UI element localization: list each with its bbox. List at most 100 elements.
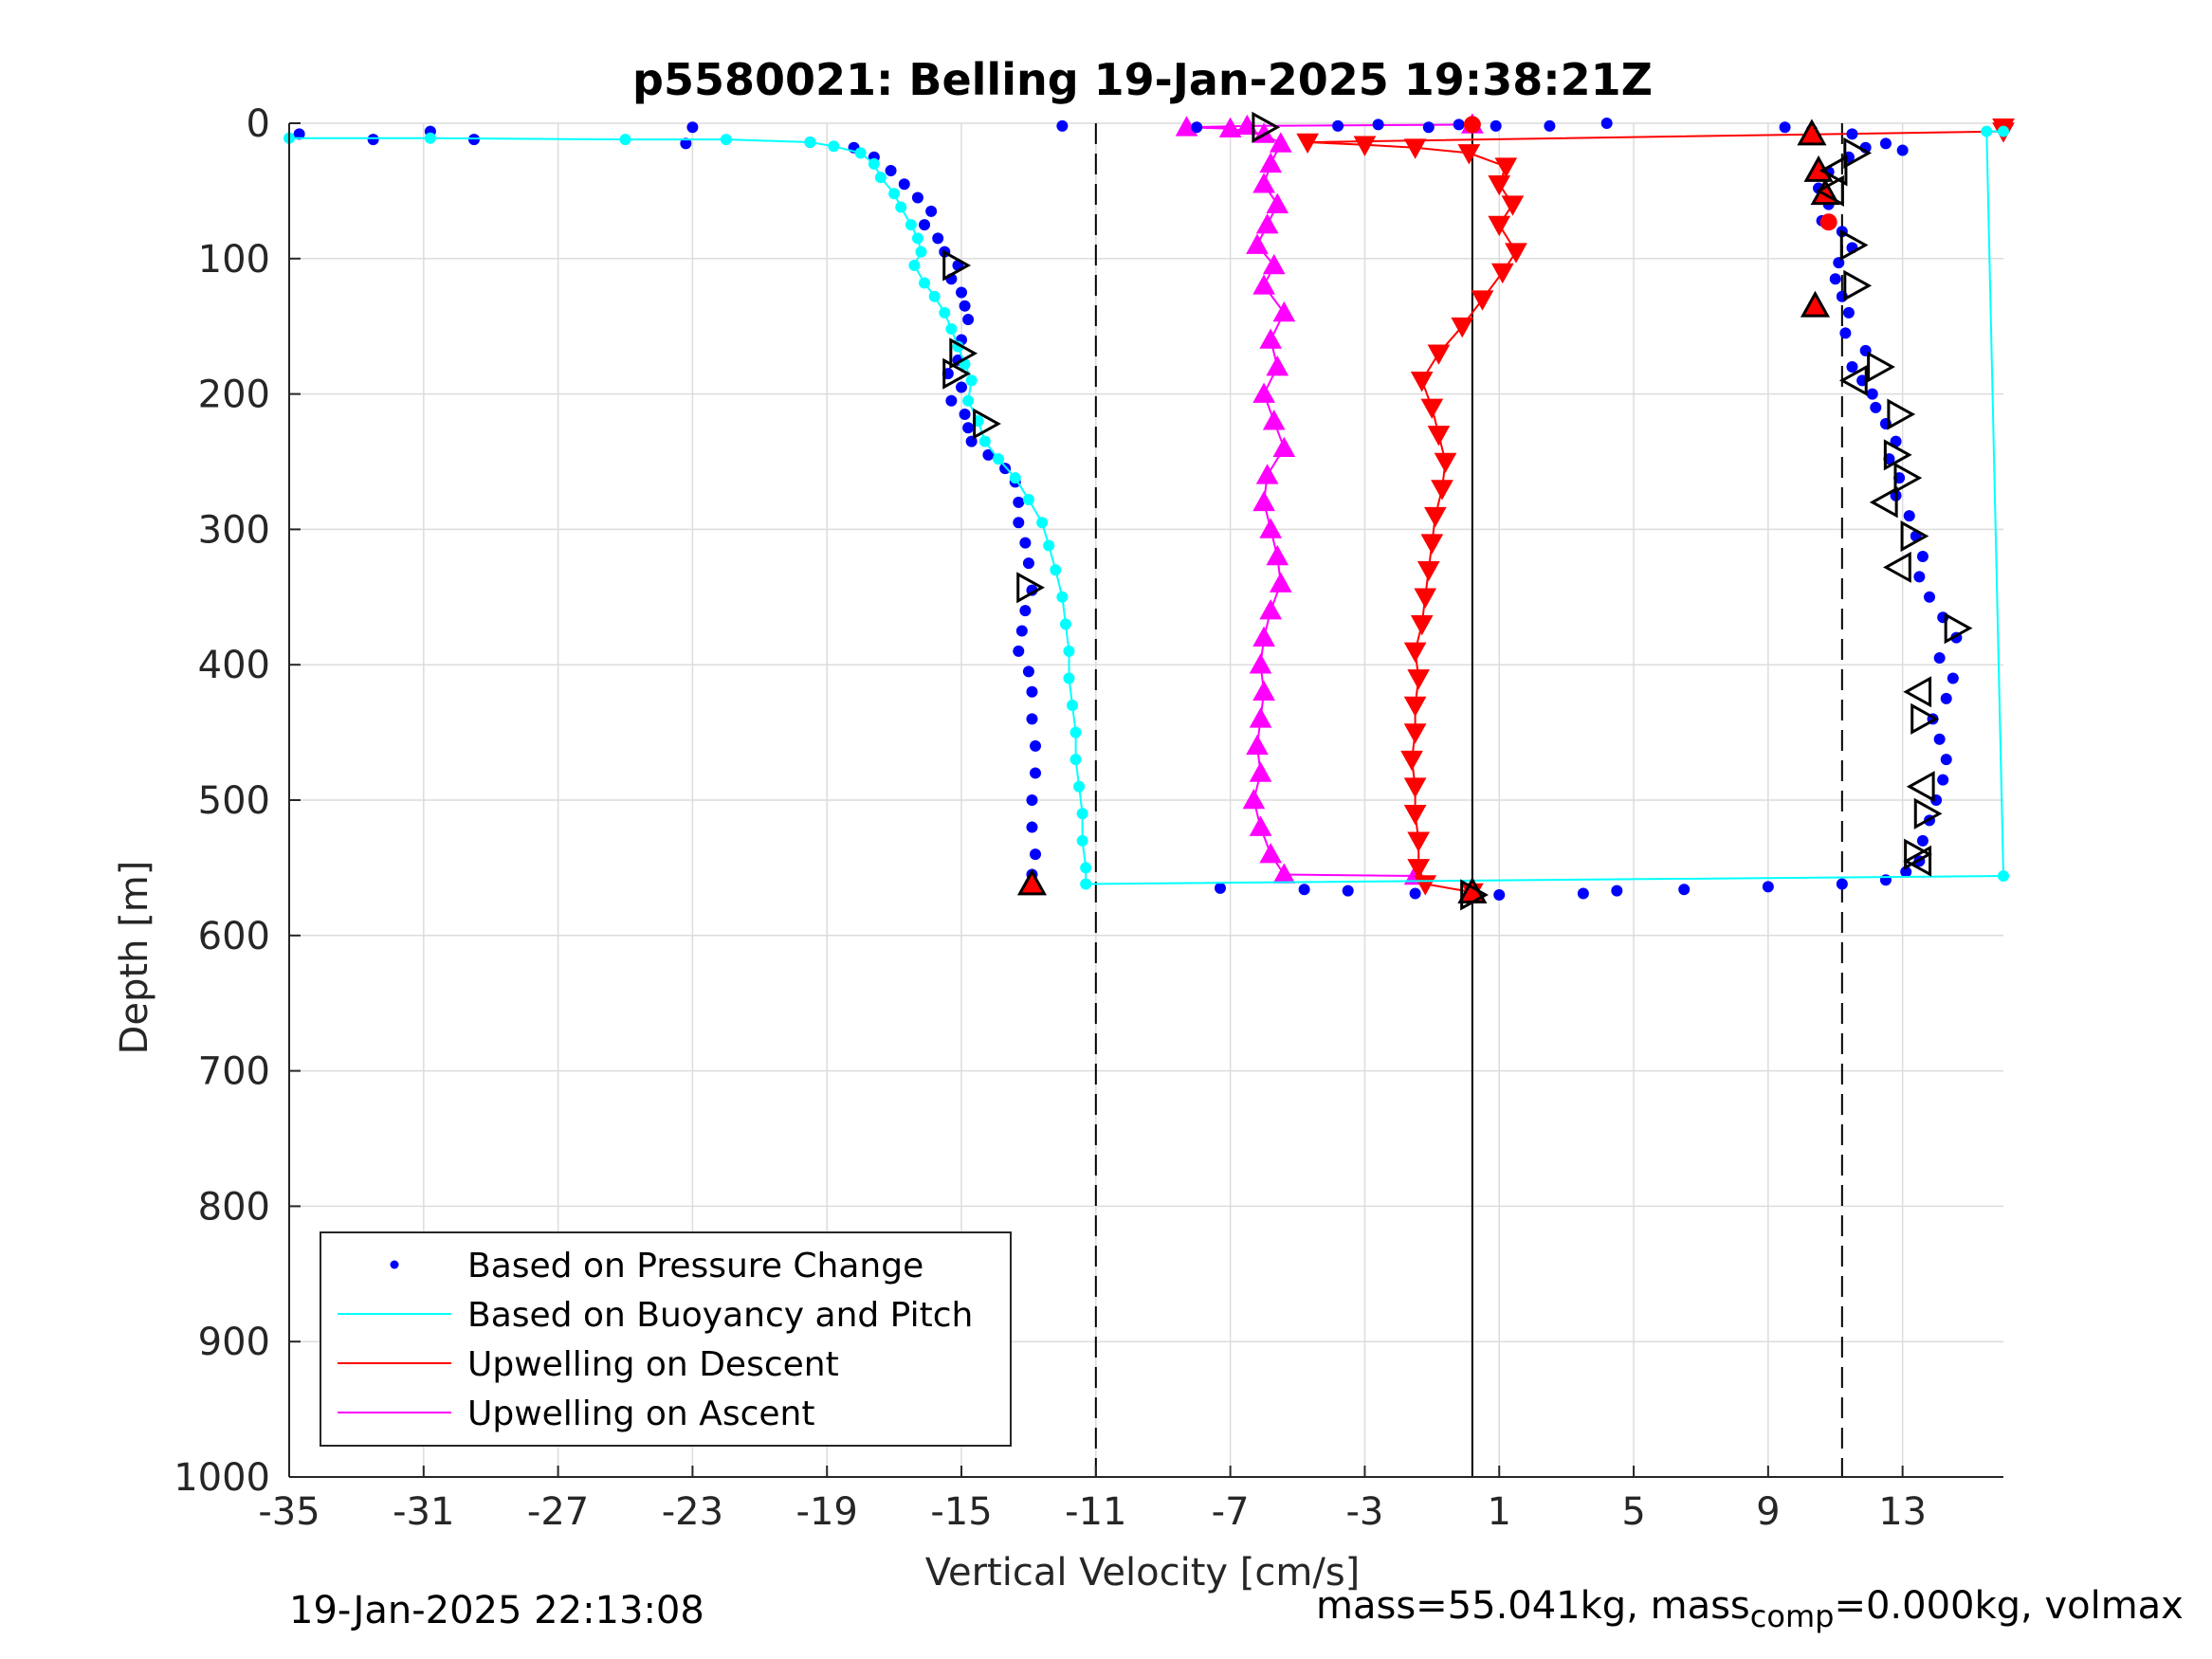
pressure-change-point [1913,571,1926,583]
buoyancy-pitch-point [939,306,951,319]
pressure-change-point [1937,774,1949,786]
buoyancy-pitch-point [1036,517,1049,529]
x-tick-label: 5 [1621,1490,1645,1534]
buoyancy-pitch-point [619,134,631,146]
black-right-marker [1883,439,1912,471]
upwelling-descent-point [1414,588,1437,609]
y-tick-label: 300 [198,508,270,552]
pressure-change-point [1013,645,1025,657]
black-left-marker [1838,364,1868,396]
buoyancy-pitch-point [1080,878,1092,890]
buoyancy-pitch-point [908,259,921,271]
pressure-change-point [1026,821,1038,833]
pressure-change-point [1916,550,1929,562]
upwelling-descent-point [1403,804,1427,826]
black-right-marker [1843,269,1873,301]
pressure-change-point [1026,794,1038,806]
pressure-change-point [1896,144,1909,156]
legend-swatch [390,1260,399,1269]
pressure-change-point [1611,884,1623,897]
black-left-marker [1883,551,1911,583]
buoyancy-pitch-point [928,290,941,302]
pressure-change-point [367,134,379,146]
x-tick-label: 13 [1878,1490,1927,1534]
buoyancy-pitch-point [1059,618,1071,630]
y-tick-label: 700 [198,1050,270,1094]
buoyancy-pitch-point [1998,125,2009,137]
pressure-change-point [1903,510,1915,522]
data-series [283,111,2015,911]
pressure-change-point [1577,887,1589,900]
black-right-marker [1944,612,1973,645]
upwelling-ascent-point [1272,301,1296,322]
buoyancy-pitch-point [1022,493,1034,505]
pressure-change-point [1924,591,1936,603]
upwelling-ascent-point [1249,653,1272,674]
black-right-marker [973,408,1001,440]
buoyancy-pitch-point [804,136,816,148]
buoyancy-pitch-point [915,246,927,258]
x-tick-label: -11 [1065,1490,1126,1534]
buoyancy-pitch-point [1998,869,2009,882]
buoyancy-pitch-point [1063,645,1075,657]
upwelling-descent-point [1403,696,1427,718]
pressure-change-point [1836,878,1848,890]
upwelling-ascent-point [1272,436,1296,458]
pressure-change-point [1866,388,1878,400]
pressure-change-point [686,121,699,134]
footer-mass-sub: comp [1749,1598,1835,1634]
upwelling-ascent-point [1266,544,1289,566]
upwelling-descent-point [1431,480,1453,501]
upwelling-ascent-point [1269,572,1292,592]
pressure-change-point [911,191,923,204]
pressure-change-point [925,205,938,217]
pressure-change-point [1013,496,1025,508]
footer-mass-suffix: =0.000kg, volmax [1834,1584,2184,1628]
y-tick-label: 200 [198,374,270,417]
legend-label: Upwelling on Descent [467,1345,839,1384]
red-dot-marker [1819,213,1837,231]
black-left-marker [1903,676,1932,708]
pressure-change-point [1030,739,1042,752]
buoyancy-pitch-point [868,157,880,170]
upwelling-ascent-point [1249,761,1272,782]
pressure-change-point [1026,713,1038,725]
pressure-change-point [982,448,995,461]
upwelling-descent-point [1410,372,1434,392]
pressure-change-point [919,219,931,231]
pressure-change-point [962,314,975,326]
upwelling-ascent-point [1252,274,1275,295]
x-axis-label: Vertical Velocity [cm/s] [925,1551,1361,1595]
upwelling-descent-point [1296,133,1320,155]
black-right-marker [1887,398,1916,430]
pressure-change-point [1490,119,1502,132]
upwelling-ascent-point [1266,192,1289,213]
black-left-marker [1819,155,1848,187]
upwelling-ascent-point [1249,815,1272,836]
pressure-change-point [1678,884,1691,896]
pressure-change-point [1022,557,1034,570]
pressure-change-point [1846,361,1858,374]
upwelling-descent-point [1403,138,1427,159]
pressure-change-point [1298,884,1310,896]
pressure-change-point [1019,537,1032,549]
buoyancy-pitch-point [1009,472,1021,484]
pressure-change-point [999,463,1012,475]
buoyancy-pitch-point [911,232,923,245]
pressure-change-point [898,178,910,191]
upwelling-descent-point [1424,506,1447,528]
upwelling-ascent-point [1246,233,1269,254]
pressure-change-point [1409,887,1421,900]
pressure-change-point [293,128,305,140]
upwelling-descent-point [1427,426,1451,447]
pressure-change-point [1056,119,1069,132]
buoyancy-pitch-point [1063,672,1075,684]
pressure-change-point [467,134,480,146]
x-tick-label: -3 [1345,1490,1383,1534]
pressure-change-point [1214,882,1226,894]
footer-mass-info: mass=55.041kg, masscomp=0.000kg, volmax [1316,1584,2184,1634]
pressure-change-point [1916,834,1929,847]
upwelling-ascent-point [1218,117,1242,138]
upwelling-descent-point [1353,136,1377,156]
